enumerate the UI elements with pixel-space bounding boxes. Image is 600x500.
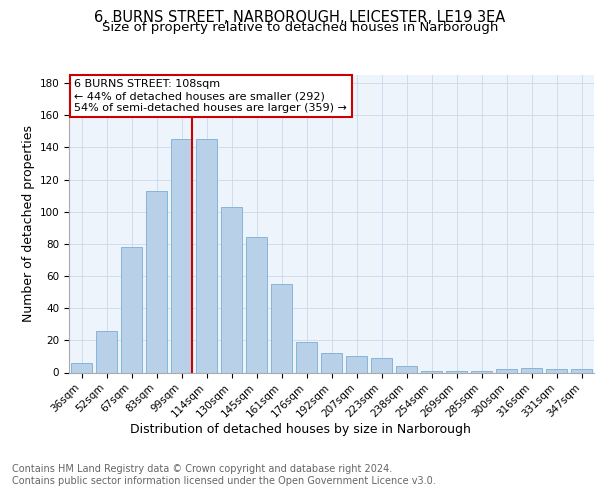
Bar xyxy=(346,356,367,372)
Bar xyxy=(396,366,417,372)
Bar xyxy=(271,284,292,372)
Bar xyxy=(546,370,567,372)
Bar xyxy=(421,371,442,372)
Bar xyxy=(221,207,242,372)
Bar xyxy=(321,353,342,372)
Bar xyxy=(121,247,142,372)
Bar xyxy=(146,191,167,372)
Bar xyxy=(571,370,592,372)
Bar xyxy=(171,140,192,372)
Bar xyxy=(96,330,117,372)
Text: Contains HM Land Registry data © Crown copyright and database right 2024.: Contains HM Land Registry data © Crown c… xyxy=(12,464,392,474)
Text: 6, BURNS STREET, NARBOROUGH, LEICESTER, LE19 3EA: 6, BURNS STREET, NARBOROUGH, LEICESTER, … xyxy=(94,10,506,25)
Text: Size of property relative to detached houses in Narborough: Size of property relative to detached ho… xyxy=(102,21,498,34)
Bar xyxy=(446,371,467,372)
Bar xyxy=(196,140,217,372)
Bar xyxy=(371,358,392,372)
Y-axis label: Number of detached properties: Number of detached properties xyxy=(22,125,35,322)
Bar xyxy=(71,363,92,372)
Bar xyxy=(521,368,542,372)
Bar xyxy=(296,342,317,372)
Text: Distribution of detached houses by size in Narborough: Distribution of detached houses by size … xyxy=(130,422,470,436)
Bar xyxy=(471,371,492,372)
Bar xyxy=(246,238,267,372)
Text: 6 BURNS STREET: 108sqm
← 44% of detached houses are smaller (292)
54% of semi-de: 6 BURNS STREET: 108sqm ← 44% of detached… xyxy=(74,80,347,112)
Bar xyxy=(496,370,517,372)
Text: Contains public sector information licensed under the Open Government Licence v3: Contains public sector information licen… xyxy=(12,476,436,486)
